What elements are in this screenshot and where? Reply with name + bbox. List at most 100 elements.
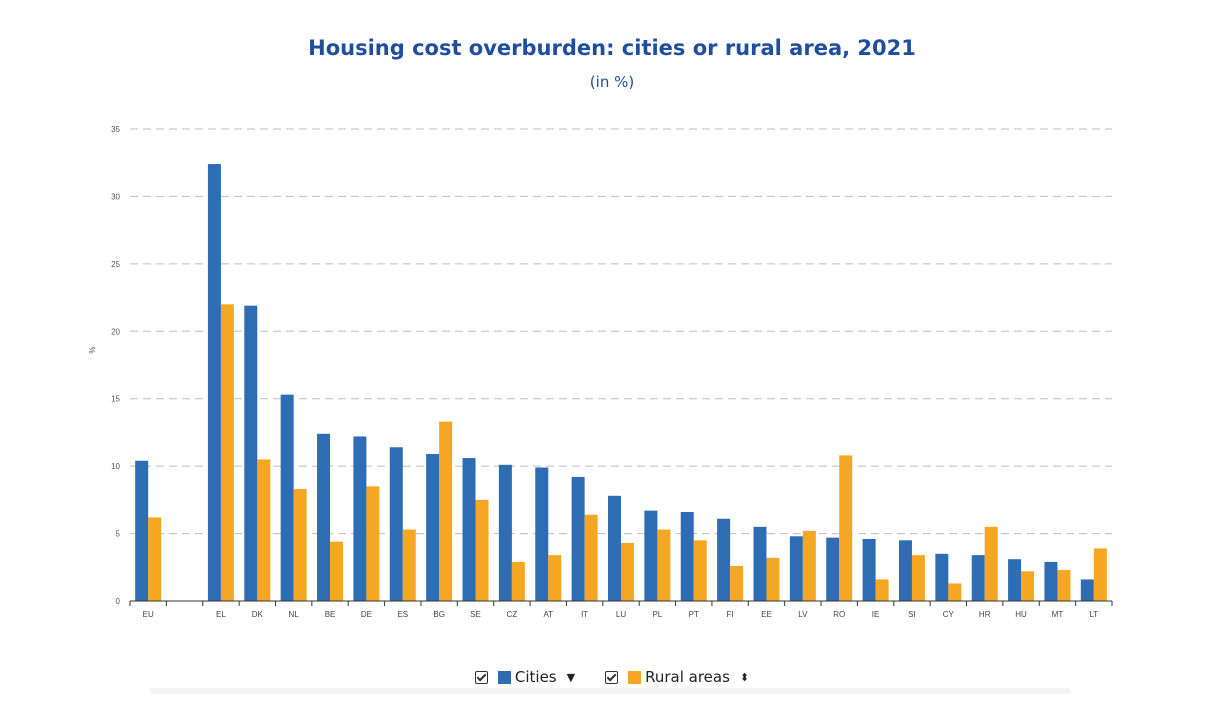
x-tick-label: LT	[1089, 610, 1098, 619]
bar-cities	[608, 495, 621, 601]
x-tick-label: HR	[979, 610, 991, 619]
bar-cities	[935, 553, 949, 601]
bar-rural-areas	[911, 555, 925, 601]
bar-cities	[535, 467, 549, 601]
bar-cities	[244, 305, 258, 601]
x-tick-label: CZ	[507, 610, 518, 619]
y-tick-label: 5	[116, 530, 121, 539]
checkbox-checked-icon[interactable]	[474, 670, 488, 684]
bar-cities	[971, 555, 985, 601]
bar-cities	[207, 164, 221, 601]
bar-cities	[280, 394, 294, 601]
y-tick-label: 10	[111, 462, 120, 471]
x-tick-label: BG	[433, 610, 445, 619]
x-tick-label: EU	[143, 610, 154, 619]
legend-swatch-cities	[497, 670, 511, 684]
x-tick-label: LV	[798, 610, 808, 619]
x-tick-label: MT	[1052, 610, 1064, 619]
y-axis-label: %	[88, 346, 97, 353]
bar-rural-areas	[802, 530, 816, 601]
x-tick-label: SI	[908, 610, 916, 619]
bar-rural-areas	[148, 517, 162, 601]
x-tick-label: CY	[943, 610, 955, 619]
legend-label-cities: Cities	[514, 668, 557, 686]
bar-cities	[753, 526, 767, 601]
x-tick-label: FI	[727, 610, 734, 619]
bar-rural-areas	[693, 540, 707, 601]
legend-label-rural-areas: Rural areas	[645, 668, 730, 686]
bar-cities	[135, 460, 149, 601]
legend-swatch-rural-areas	[628, 670, 642, 684]
bar-cities	[862, 538, 876, 601]
bar-cities	[462, 458, 476, 601]
x-tick-label: PT	[689, 610, 699, 619]
chart-subtitle: (in %)	[589, 73, 635, 91]
legend: Cities ▼ Rural areas ⬍	[0, 668, 1224, 686]
bar-rural-areas	[875, 579, 889, 601]
bar-rural-areas	[511, 561, 525, 601]
x-tick-label: EE	[761, 610, 772, 619]
bar-rural-areas	[402, 529, 416, 601]
chart-title: Housing cost overburden: cities or rural…	[308, 36, 916, 60]
sort-both-icon[interactable]: ⬍	[739, 670, 750, 684]
bar-rural-areas	[621, 543, 634, 601]
y-tick-label: 35	[111, 125, 120, 134]
bar-cities	[498, 464, 512, 601]
x-tick-label: EL	[216, 610, 226, 619]
x-tick-label: IE	[872, 610, 880, 619]
y-tick-label: 30	[111, 192, 120, 201]
bar-cities	[1080, 579, 1094, 601]
x-tick-label: RO	[833, 610, 845, 619]
bar-cities	[426, 454, 440, 601]
legend-item-rural-areas[interactable]: Rural areas ⬍	[605, 668, 749, 686]
bar-rural-areas	[657, 529, 671, 601]
bar-cities	[389, 447, 403, 601]
legend-item-cities[interactable]: Cities ▼	[474, 668, 576, 686]
bar-rural-areas	[366, 486, 380, 601]
footer-strip	[150, 688, 1070, 694]
x-tick-label: NL	[289, 610, 300, 619]
bar-rural-areas	[439, 421, 453, 601]
x-tick-label: DE	[361, 610, 372, 619]
checkbox-checked-icon[interactable]	[605, 670, 619, 684]
bar-cities	[789, 536, 803, 601]
bar-rural-areas	[839, 455, 853, 601]
x-tick-label: HU	[1015, 610, 1027, 619]
bar-rural-areas	[220, 304, 234, 601]
bar-rural-areas	[1093, 548, 1107, 601]
x-tick-label: IT	[581, 610, 588, 619]
bar-cities	[680, 511, 694, 601]
x-tick-label: AT	[543, 610, 553, 619]
x-tick-label: BE	[325, 610, 336, 619]
bar-cities	[353, 436, 367, 601]
x-tick-label: SE	[470, 610, 481, 619]
bar-rural-areas	[730, 565, 744, 601]
bar-rural-areas	[293, 489, 307, 601]
bar-cities	[571, 476, 585, 601]
x-tick-label: LU	[616, 610, 626, 619]
bar-rural-areas	[330, 541, 344, 601]
bar-rural-areas	[948, 583, 962, 601]
bar-cities	[826, 537, 840, 601]
y-tick-label: 0	[116, 597, 121, 606]
bar-rural-areas	[475, 499, 489, 601]
bar-rural-areas	[1021, 571, 1035, 601]
bar-cities	[1044, 561, 1058, 601]
bar-cities	[317, 433, 331, 601]
bar-cities	[1008, 559, 1022, 601]
bar-cities	[898, 540, 912, 601]
y-tick-label: 25	[111, 260, 120, 269]
sort-desc-icon[interactable]: ▼	[566, 670, 576, 684]
y-tick-label: 20	[111, 327, 120, 336]
bar-rural-areas	[548, 555, 562, 601]
y-tick-label: 15	[111, 395, 120, 404]
x-tick-label: ES	[397, 610, 408, 619]
x-tick-label: PL	[652, 610, 662, 619]
bar-rural-areas	[766, 557, 780, 601]
bar-rural-areas	[984, 526, 998, 601]
x-tick-label: DK	[252, 610, 264, 619]
bar-cities	[644, 510, 658, 601]
bar-cities	[717, 518, 731, 601]
bar-rural-areas	[584, 514, 598, 601]
